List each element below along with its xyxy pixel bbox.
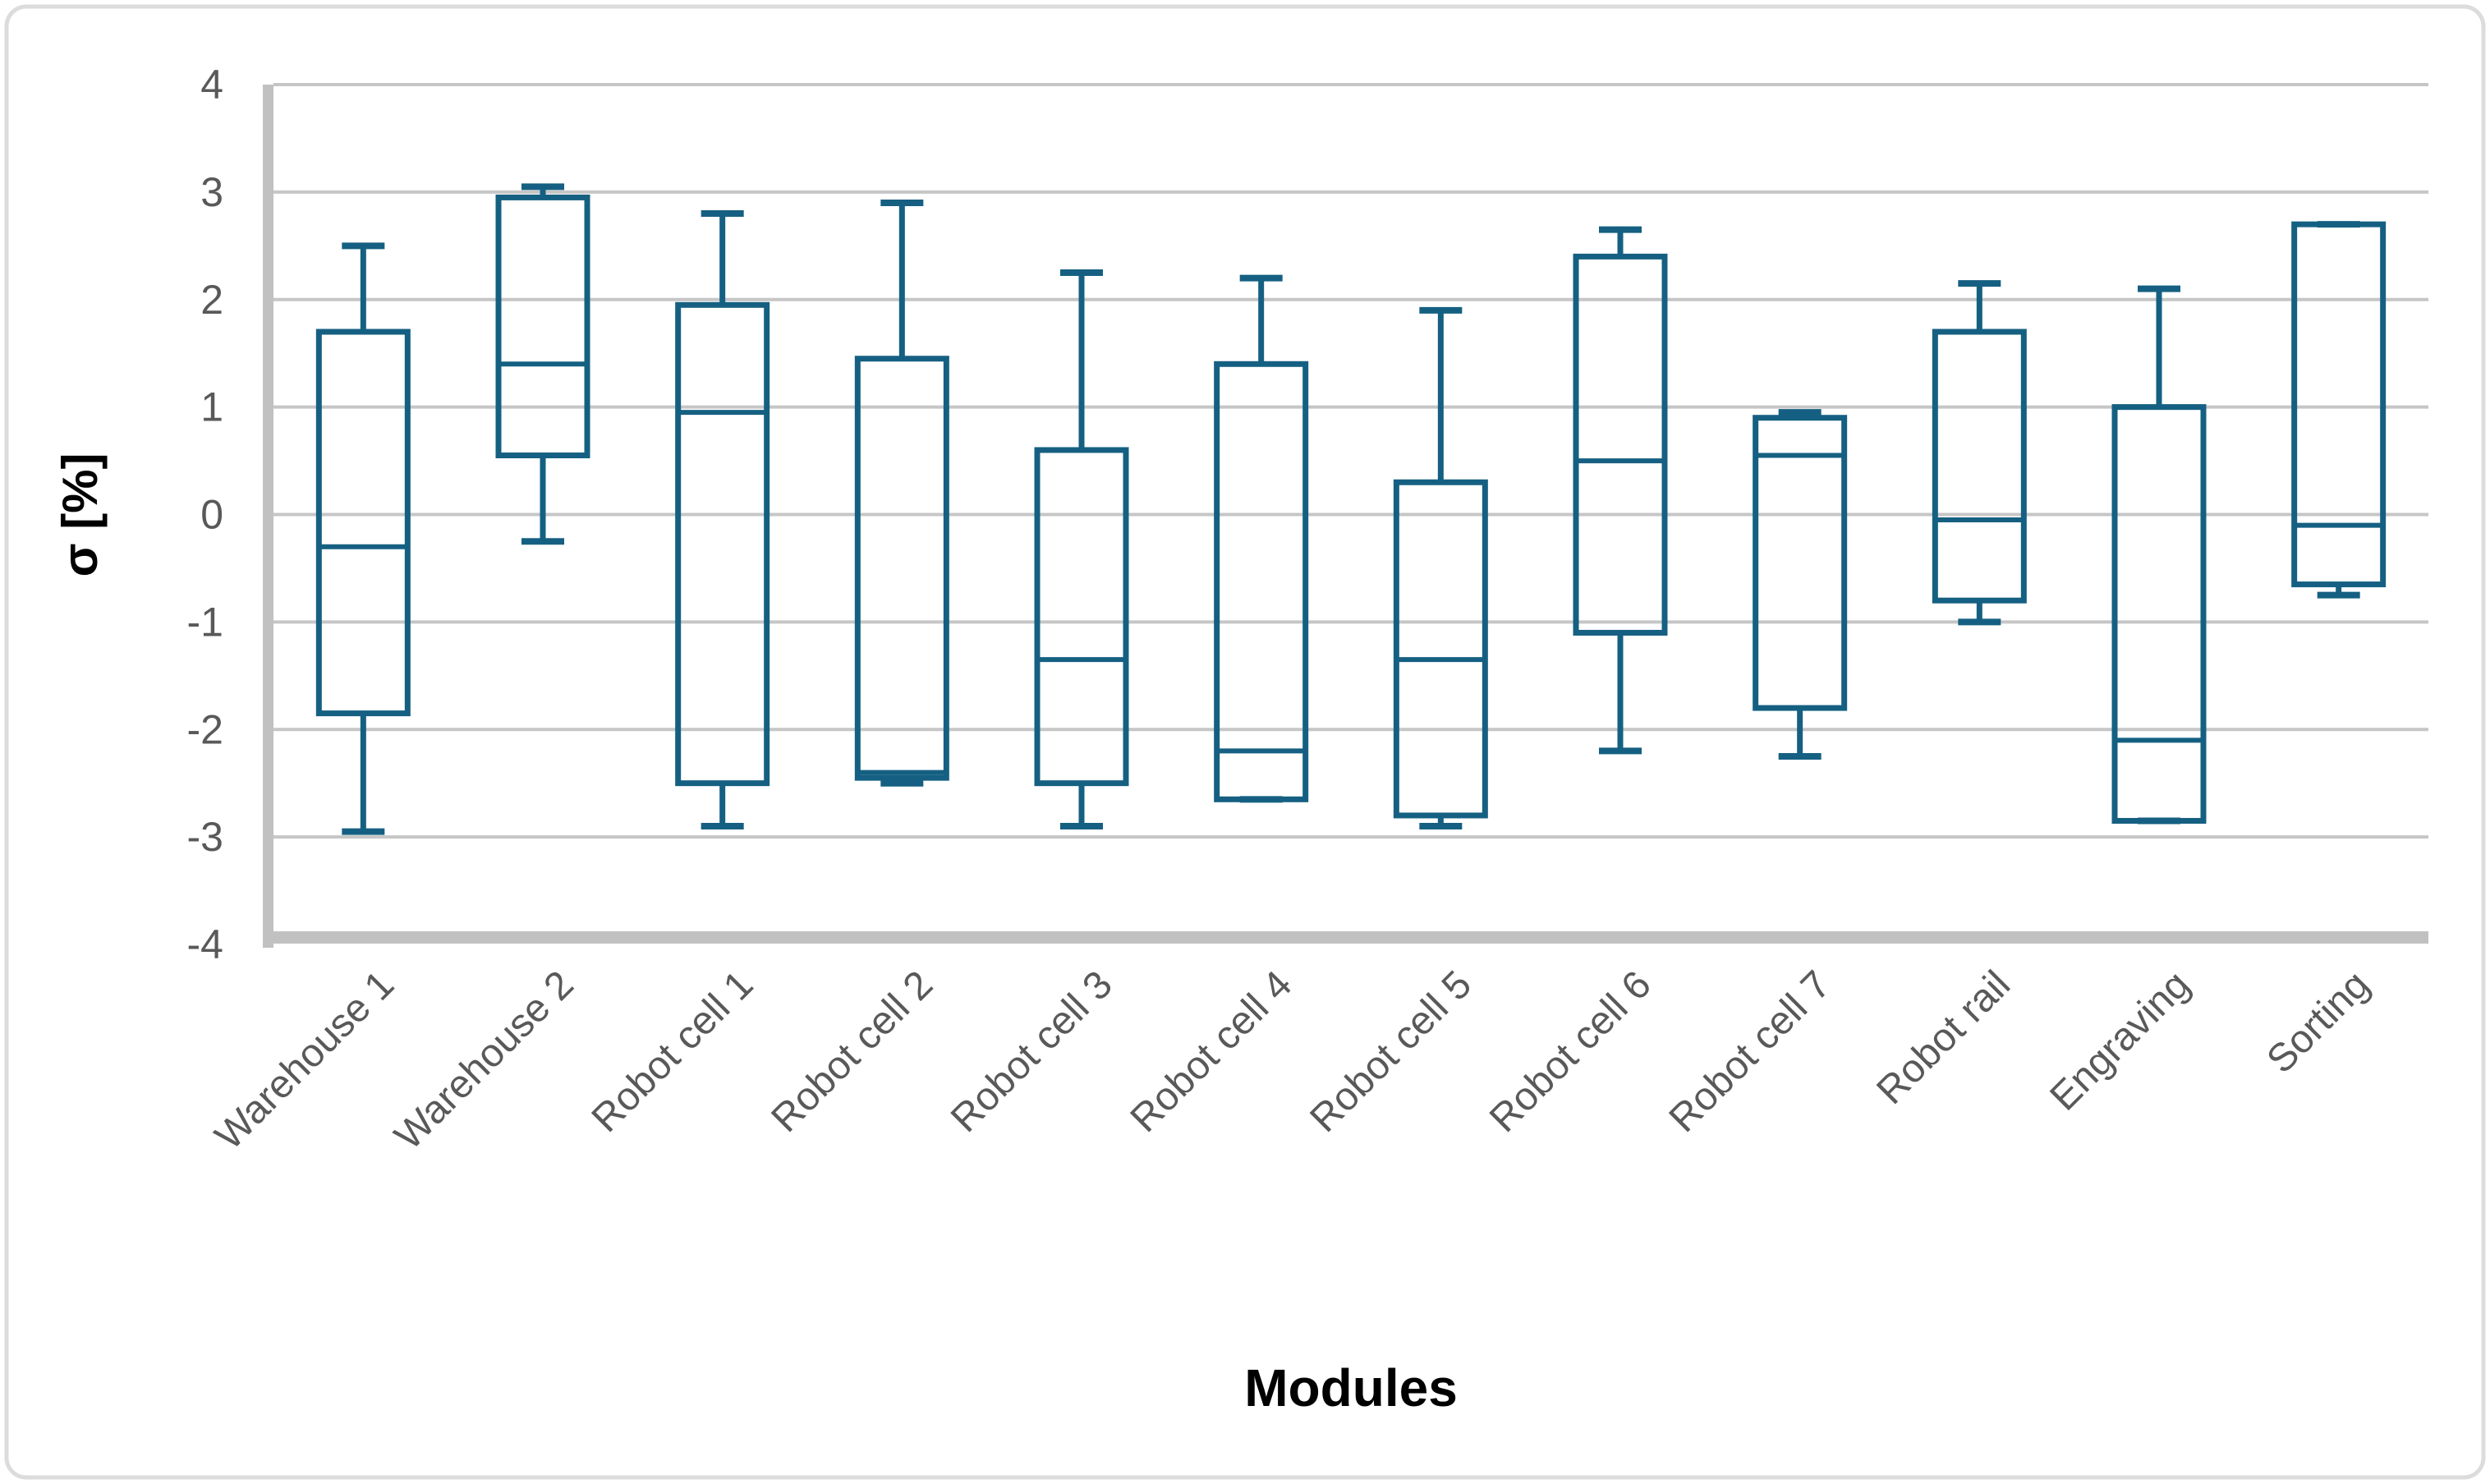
x-category-label: Warehouse 1 bbox=[207, 963, 402, 1158]
boxplot-robot-cell-6 bbox=[1573, 226, 1668, 755]
gridlines bbox=[273, 83, 2428, 839]
x-category-label: Robot cell 4 bbox=[1123, 963, 1301, 1141]
box-rect bbox=[2111, 404, 2207, 824]
y-axis-line bbox=[263, 85, 273, 948]
boxplot-warehouse-1 bbox=[315, 242, 411, 835]
box-rect bbox=[315, 329, 411, 717]
boxplot-robot-cell-2 bbox=[854, 199, 949, 787]
y-tick-label: 0 bbox=[200, 492, 223, 538]
x-category-label: Robot cell 6 bbox=[1482, 963, 1660, 1141]
axis-lines bbox=[263, 85, 2428, 948]
x-axis-title: Modules bbox=[1244, 1358, 1458, 1417]
x-category-label: Robot cell 1 bbox=[584, 963, 762, 1141]
x-category-label: Robot cell 5 bbox=[1302, 963, 1480, 1141]
box-rect bbox=[495, 194, 590, 459]
box-rect bbox=[1753, 415, 1848, 711]
y-tick-label: 4 bbox=[200, 62, 223, 108]
box-rect bbox=[675, 301, 770, 787]
y-tick-label: -3 bbox=[187, 814, 223, 860]
box-rect bbox=[1573, 253, 1668, 636]
boxplot-robot-cell-7 bbox=[1753, 409, 1848, 760]
y-axis-title: σ [%] bbox=[53, 453, 108, 577]
y-tick-label: 3 bbox=[200, 169, 223, 215]
boxplot-sorting bbox=[2291, 221, 2387, 599]
y-axis-tick-labels: 4 3 2 1 0 -1 -2 -3 -4 bbox=[187, 62, 223, 967]
x-category-label: Robot cell 3 bbox=[943, 963, 1121, 1141]
box-rect bbox=[1214, 361, 1309, 802]
y-tick-label: 1 bbox=[200, 384, 223, 430]
x-axis-line bbox=[263, 931, 2428, 944]
boxplot-robot-rail bbox=[1932, 280, 2027, 626]
x-category-label: Robot cell 2 bbox=[763, 963, 941, 1141]
box-rect bbox=[1393, 479, 1488, 819]
box-plots bbox=[315, 183, 2387, 835]
x-category-label: Engraving bbox=[2042, 963, 2198, 1119]
x-category-label: Robot cell 7 bbox=[1661, 963, 1840, 1141]
y-tick-label: -4 bbox=[187, 921, 223, 967]
box-rect bbox=[2291, 221, 2387, 588]
boxplot-warehouse-2 bbox=[495, 183, 590, 545]
box-rect bbox=[854, 356, 949, 781]
boxplot-engraving bbox=[2111, 285, 2207, 825]
boxplot-robot-cell-1 bbox=[675, 210, 770, 830]
y-tick-label: 2 bbox=[200, 277, 223, 323]
box-rect bbox=[1932, 329, 2027, 604]
y-tick-label: -2 bbox=[187, 706, 223, 752]
boxplot-robot-cell-5 bbox=[1393, 306, 1488, 830]
x-category-label: Robot rail bbox=[1868, 963, 2019, 1113]
x-category-label: Warehouse 2 bbox=[387, 963, 582, 1158]
figure-border bbox=[4, 4, 2486, 1480]
boxplot-robot-cell-3 bbox=[1034, 269, 1129, 830]
boxplot-robot-cell-4 bbox=[1214, 274, 1309, 803]
x-category-label: Sorting bbox=[2258, 963, 2377, 1082]
box-rect bbox=[1034, 447, 1129, 787]
y-tick-label: -1 bbox=[187, 599, 223, 645]
